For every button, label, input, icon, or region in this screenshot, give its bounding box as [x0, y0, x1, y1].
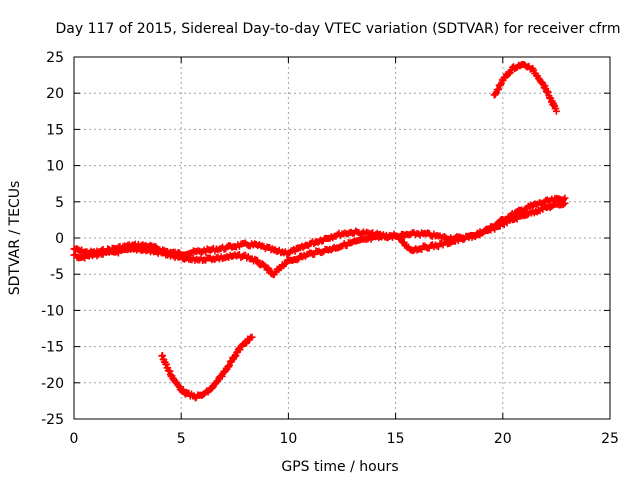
x-tick-label: 20 — [494, 431, 512, 447]
y-axis-label: SDTVAR / TECUs — [7, 181, 23, 296]
data-point — [552, 107, 560, 115]
tick-layer: 0 5 10 15 20 25 -25 -20 -15 -10 -5 0 5 10 15 20 25 — [41, 50, 619, 447]
y-tick-label: -20 — [41, 376, 64, 392]
y-tick-label: -10 — [41, 303, 64, 319]
y-tick-label: -25 — [41, 412, 64, 428]
y-tick-label: 5 — [55, 195, 64, 211]
data-point — [225, 363, 233, 371]
data-point — [174, 382, 182, 390]
y-tick-label: 25 — [46, 50, 64, 66]
series-arc-high — [490, 60, 560, 115]
x-tick-label: 15 — [387, 431, 405, 447]
data-point — [559, 200, 567, 208]
data-point — [253, 256, 261, 264]
data-point — [561, 199, 569, 207]
x-tick-label: 0 — [70, 431, 79, 447]
y-tick-label: 20 — [46, 86, 64, 102]
plot-frame — [73, 56, 611, 420]
data-point — [208, 384, 216, 392]
data-point — [505, 70, 513, 78]
series-main-band-lower — [70, 199, 569, 279]
data-layer — [70, 60, 569, 402]
x-tick-label: 5 — [177, 431, 186, 447]
x-axis-label: GPS time / hours — [281, 459, 398, 475]
y-tick-label: -5 — [50, 267, 64, 283]
data-point — [396, 234, 404, 242]
chart-title: Day 117 of 2015, Sidereal Day-to-day VTE… — [56, 21, 621, 37]
data-point — [248, 333, 256, 341]
y-tick-label: 10 — [46, 159, 64, 175]
series-arc-low — [158, 333, 256, 402]
y-tick-label: 0 — [55, 231, 64, 247]
x-tick-label: 10 — [279, 431, 297, 447]
x-tick-label: 25 — [601, 431, 619, 447]
y-tick-label: 15 — [46, 122, 64, 138]
y-tick-label: -15 — [41, 340, 64, 356]
